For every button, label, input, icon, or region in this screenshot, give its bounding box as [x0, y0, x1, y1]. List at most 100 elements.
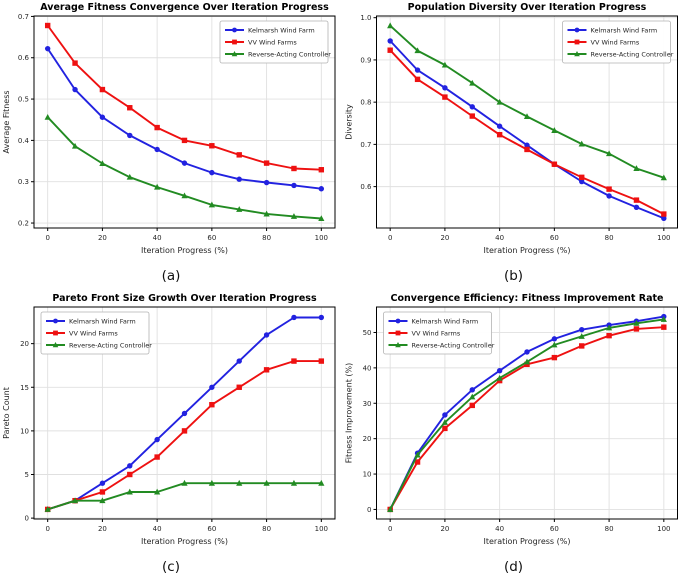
series-marker [605, 324, 613, 331]
series-marker [209, 384, 215, 390]
legend [383, 311, 492, 355]
series-marker [387, 506, 394, 512]
series-marker [551, 127, 558, 133]
y-axis-label: Fitness Improvement (%) [345, 363, 354, 463]
legend-label: VV Wind Farms [248, 38, 297, 46]
chart-cell-c: 0 20 40 60 80 100 0 5 10 15 20 Pareto Front Size Gr… [0, 291, 342, 583]
series-line [46, 48, 322, 190]
series-marker [181, 192, 188, 199]
series-marker [551, 354, 558, 361]
series-marker [44, 506, 51, 512]
series-line [389, 49, 665, 215]
series-marker [496, 98, 503, 105]
series-marker [387, 38, 393, 44]
chart-convergence-efficiency: 0 20 40 60 80 100 0 10 20 30 40 50 Convergence Effic… [345, 293, 678, 546]
series-marker [318, 215, 325, 221]
series-marker [523, 358, 531, 365]
series-marker [660, 316, 667, 322]
legend [562, 20, 671, 64]
y-tick-label: 0.8 [360, 99, 371, 107]
series-marker [99, 86, 106, 93]
legend-sample-marker [231, 51, 238, 57]
x-tick-label: 40 [153, 525, 162, 533]
series-marker [209, 169, 215, 176]
series-marker [263, 479, 270, 486]
series-marker [578, 333, 585, 339]
series-marker [496, 123, 503, 129]
x-tick-label: 100 [315, 234, 328, 242]
series-marker [579, 174, 585, 181]
chart-population-diversity: 0 20 40 60 80 100 0.6 0.7 0.8 0.9 1.0 Population Di… [345, 2, 678, 255]
y-tick-label: 0.5 [18, 96, 29, 104]
x-tick-label: 0 [388, 525, 392, 533]
y-tick-label: 5 [25, 471, 29, 479]
y-tick-label: 0.2 [18, 220, 29, 228]
series-marker [236, 206, 243, 212]
chart-title: Pareto Front Size Growth Over Iteration … [52, 293, 317, 304]
y-axis-label: Diversity [345, 104, 354, 140]
series-marker [633, 319, 640, 326]
series-marker [524, 349, 530, 355]
y-tick-label: 1.0 [360, 14, 371, 22]
x-tick-label: 60 [207, 234, 216, 242]
series-marker [442, 85, 448, 91]
x-tick-label: 0 [388, 234, 392, 242]
x-tick-label: 20 [98, 525, 107, 533]
x-tick-label: 80 [262, 234, 271, 242]
legend-label: VV Wind Farms [69, 329, 118, 337]
y-axis-label: Pareto Count [2, 387, 11, 439]
series-marker [263, 332, 270, 338]
y-tick-label: 10 [20, 427, 29, 435]
x-axis-label: Iteration Progress (%) [141, 246, 228, 255]
series-marker [236, 479, 243, 486]
series-marker [208, 201, 215, 208]
y-tick-label: 0.7 [18, 13, 29, 21]
series-marker [44, 45, 51, 52]
legend [40, 311, 150, 355]
series-marker [126, 173, 133, 180]
x-axis-label: Iteration Progress (%) [483, 246, 570, 255]
series-marker [290, 213, 298, 219]
chart-cell-a: 0 20 40 60 80 100 0.2 0.3 0.4 0.5 0.6 0.7 Average Fi… [0, 0, 342, 291]
series-marker [578, 140, 585, 147]
series-marker [442, 425, 448, 432]
x-axis-label: Iteration Progress (%) [141, 537, 228, 546]
series-marker [414, 47, 421, 54]
series-marker [71, 142, 79, 149]
series-marker [551, 341, 558, 348]
legend-sample-marker [232, 27, 237, 33]
series-marker [99, 497, 106, 504]
series-marker [469, 79, 476, 86]
series-marker [579, 326, 585, 333]
caption-a: (a) [161, 268, 181, 284]
series-marker [127, 471, 133, 478]
series-marker [154, 146, 160, 153]
series-line [47, 360, 322, 511]
y-tick-label: 20 [20, 340, 29, 348]
legend-label: VV Wind Farms [591, 38, 640, 46]
series-marker [414, 451, 421, 458]
series-marker [606, 332, 612, 339]
y-tick-label: 0.7 [360, 141, 371, 149]
legend-label: Reverse-Acting Controller [248, 50, 331, 58]
legend-label: Reverse-Acting Controller [591, 50, 674, 58]
series-marker [441, 419, 449, 425]
chart-cell-b: 0 20 40 60 80 100 0.6 0.7 0.8 0.9 1.0 Population Di… [342, 0, 685, 291]
series-marker [318, 167, 325, 173]
legend-label: Reverse-Acting Controller [69, 341, 152, 349]
y-tick-label: 0.4 [18, 137, 30, 145]
series-marker [127, 463, 133, 469]
series-marker [154, 436, 160, 443]
plot-border [376, 15, 678, 229]
series-marker [126, 488, 133, 495]
series-marker [414, 76, 421, 83]
legend-sample-marker [53, 318, 58, 324]
plot-border [33, 15, 336, 229]
series-marker [633, 197, 640, 203]
series-marker [441, 61, 449, 68]
x-tick-label: 60 [207, 525, 216, 533]
caption-c: (c) [162, 559, 180, 575]
x-tick-label: 60 [550, 525, 559, 533]
chart-pareto-front-size-growth: 0 20 40 60 80 100 0 5 10 15 20 Pareto Front Size Gr… [2, 293, 336, 546]
series-marker [99, 489, 106, 495]
